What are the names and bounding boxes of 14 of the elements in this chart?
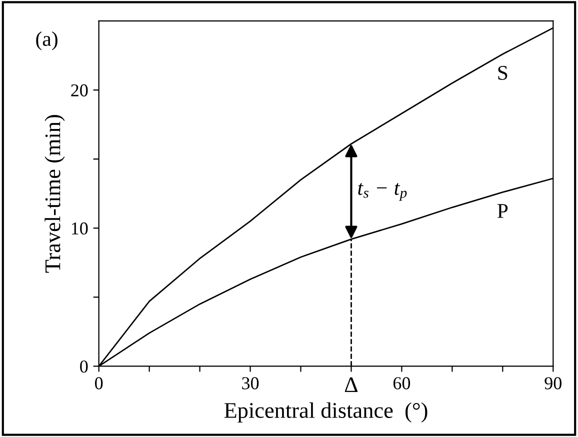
y-axis-title: Travel-time (min): [44, 115, 65, 273]
x-tick-label: 0: [95, 377, 103, 390]
x-axis-title: Epicentral distance (°): [224, 402, 428, 422]
x-tick-label: 90: [544, 377, 562, 390]
annotation: t$_{s}$ − t$_{p}$: [358, 183, 407, 201]
text: (a): [36, 31, 58, 50]
y-tick-label: 20: [71, 84, 88, 96]
x-tick-label: Δ: [344, 377, 358, 392]
series-label: P: [497, 204, 508, 218]
y-tick-label: 10: [72, 222, 88, 235]
x-tick-label: 30: [242, 377, 259, 390]
x-tick-label: 60: [393, 377, 410, 390]
series-label: S: [498, 66, 508, 80]
y-tick-label: 0: [80, 360, 88, 373]
